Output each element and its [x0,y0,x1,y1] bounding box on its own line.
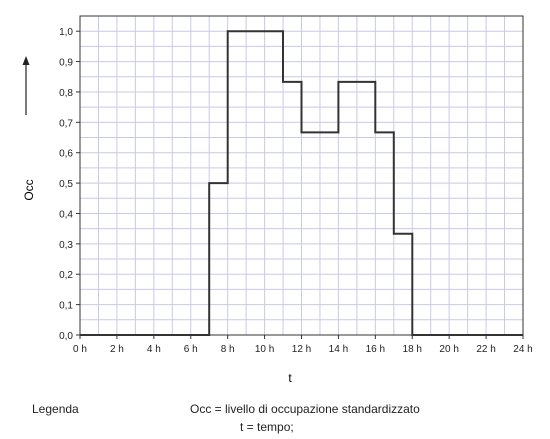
x-axis-label: t [288,371,292,385]
y-tick-label: 0,5 [59,179,73,190]
x-tick-label: 20 h [439,344,458,355]
y-axis-arrow [22,56,30,115]
legend-title: Legenda [32,402,79,416]
y-axis-label: Occ [22,179,36,200]
y-tick-label: 0,6 [59,149,73,160]
legend-occ-definition: Occ = livello di occupazione standardizz… [190,402,420,416]
y-tick-label: 0,4 [59,209,73,220]
x-tick-label: 6 h [184,344,198,355]
y-tick-label: 0,8 [59,88,73,99]
y-tick-label: 0,3 [59,240,73,251]
y-tick-label: 1,0 [59,27,73,38]
occupancy-step-line [80,30,523,336]
y-tick-label: 0,9 [59,58,73,69]
x-tick-label: 10 h [255,344,274,355]
legend-t-definition: t = tempo; [240,420,294,434]
y-tick-label: 0,2 [59,270,73,281]
x-tick-label: 22 h [476,344,495,355]
x-tick-label: 8 h [221,344,235,355]
y-tick-label: 0,7 [59,118,73,129]
x-tick-label: 18 h [403,344,422,355]
x-tick-label: 14 h [329,344,348,355]
x-tick-label: 4 h [147,344,161,355]
x-tick-label: 16 h [366,344,385,355]
x-tick-label: 24 h [513,344,532,355]
axis-ticks: 0 h 2 h 4 h 6 h 8 h 10 h 12 h 14 h 16 h 18 h 20 h 2… [59,27,533,355]
x-tick-label: 12 h [292,344,311,355]
y-tick-label: 0,0 [59,331,73,342]
y-tick-label: 0,1 [59,301,73,312]
grid-lines [79,15,524,336]
series-group [80,30,523,336]
x-tick-label: 0 h [73,344,87,355]
x-tick-label: 2 h [110,344,124,355]
